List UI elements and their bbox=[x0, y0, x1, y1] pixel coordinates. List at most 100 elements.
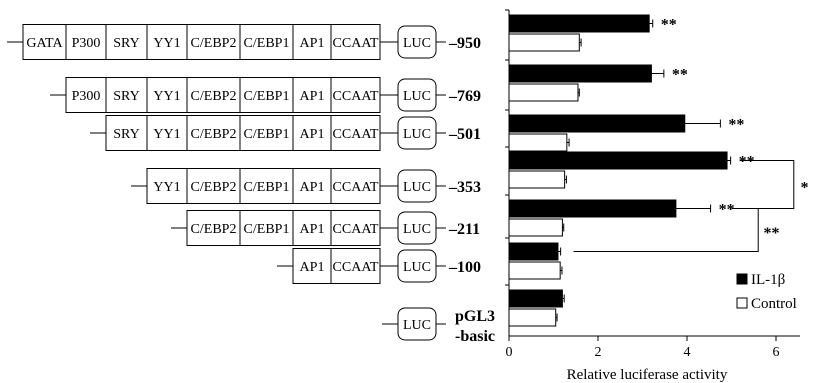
element-label-c-ebp1: C/EBP1 bbox=[244, 36, 290, 51]
element-label-gata: GATA bbox=[26, 36, 63, 51]
element-label-p300: P300 bbox=[72, 36, 101, 51]
x-tick-label: 2 bbox=[595, 345, 602, 360]
significance-marker: ** bbox=[739, 154, 755, 171]
element-label-c-ebp1: C/EBP1 bbox=[244, 127, 290, 142]
element-label-ap1: AP1 bbox=[300, 89, 325, 104]
construct-row: AP1 CCAAT LUC –100 bbox=[277, 248, 481, 284]
element-label-ap1: AP1 bbox=[300, 260, 325, 275]
element-label-ccaat: CCAAT bbox=[333, 180, 379, 195]
x-axis-title: Relative luciferase activity bbox=[567, 367, 728, 383]
element-box bbox=[186, 210, 241, 246]
element-label-yy1: YY1 bbox=[153, 36, 180, 51]
construct-label: –501 bbox=[448, 126, 481, 143]
element-label-sry: SRY bbox=[113, 127, 139, 142]
significance-marker: ** bbox=[672, 67, 688, 84]
element-label-c-ebp2: C/EBP2 bbox=[191, 89, 237, 104]
bar-il-1 bbox=[508, 114, 686, 133]
comparison-bracket bbox=[731, 160, 795, 209]
element-box bbox=[186, 168, 241, 204]
legend: IL-1β Control bbox=[736, 272, 797, 312]
legend-label-control: Control bbox=[751, 296, 797, 312]
element-label-yy1: YY1 bbox=[153, 180, 180, 195]
element-box bbox=[105, 115, 148, 151]
legend-swatch-control bbox=[736, 297, 748, 309]
element-label-yy1: YY1 bbox=[153, 89, 180, 104]
element-label-ap1: AP1 bbox=[300, 36, 325, 51]
element-label-c-ebp2: C/EBP2 bbox=[191, 222, 237, 237]
element-label-ccaat: CCAAT bbox=[333, 222, 379, 237]
element-label-c-ebp1: C/EBP1 bbox=[244, 222, 290, 237]
construct-label: –353 bbox=[448, 179, 481, 196]
construct-row: SRY YY1 C/EBP2 C/EBP1 AP1 CCAAT LUC –501 bbox=[90, 115, 481, 151]
luc-label: LUC bbox=[403, 89, 431, 104]
element-box bbox=[65, 77, 107, 113]
element-label-p300: P300 bbox=[72, 89, 101, 104]
construct-row: C/EBP2 C/EBP1 AP1 CCAAT LUC –211 bbox=[171, 210, 480, 246]
element-box bbox=[239, 210, 294, 246]
element-label-ccaat: CCAAT bbox=[333, 36, 379, 51]
element-box bbox=[105, 24, 148, 60]
construct-label-line1: pGL3 bbox=[455, 308, 495, 325]
element-box bbox=[292, 115, 332, 151]
construct-label: –211 bbox=[448, 221, 480, 238]
bar-control bbox=[508, 261, 561, 280]
construct-label: –950 bbox=[448, 35, 481, 52]
element-label-c-ebp2: C/EBP2 bbox=[191, 180, 237, 195]
bar-il-1 bbox=[508, 64, 652, 83]
construct-row: YY1 C/EBP2 C/EBP1 AP1 CCAAT LUC –353 bbox=[131, 168, 481, 204]
element-box bbox=[292, 77, 332, 113]
element-box bbox=[292, 210, 332, 246]
element-label-c-ebp1: C/EBP1 bbox=[244, 180, 290, 195]
element-label-c-ebp2: C/EBP2 bbox=[191, 127, 237, 142]
x-tick-label: 6 bbox=[773, 345, 780, 360]
comparison-bracket bbox=[573, 208, 759, 252]
x-tick-label: 4 bbox=[684, 345, 691, 360]
element-box bbox=[146, 77, 188, 113]
bar-il-1 bbox=[508, 289, 563, 308]
bar-il-1 bbox=[508, 242, 559, 261]
promoter-constructs: GATA P300 SRY YY1 C/EBP2 C/EBP1 AP1 CCAAT LUC –95… bbox=[7, 24, 495, 345]
significance-marker: ** bbox=[661, 17, 677, 34]
bar-il-1 bbox=[508, 151, 728, 170]
element-box bbox=[239, 168, 294, 204]
element-label-ccaat: CCAAT bbox=[333, 127, 379, 142]
construct-row: GATA P300 SRY YY1 C/EBP2 C/EBP1 AP1 CCAAT LUC –95… bbox=[7, 24, 481, 60]
bar-control bbox=[508, 218, 563, 237]
element-box bbox=[65, 24, 107, 60]
luc-label: LUC bbox=[403, 180, 431, 195]
element-label-ap1: AP1 bbox=[300, 222, 325, 237]
element-label-sry: SRY bbox=[113, 89, 139, 104]
luc-label: LUC bbox=[403, 222, 431, 237]
significance-marker: ** bbox=[728, 117, 744, 134]
element-box bbox=[330, 168, 381, 204]
bar-control bbox=[508, 33, 580, 52]
construct-label-line2: -basic bbox=[455, 328, 495, 345]
element-label-sry: SRY bbox=[113, 36, 139, 51]
construct-row: P300 SRY YY1 C/EBP2 C/EBP1 AP1 CCAAT LUC –769 bbox=[50, 77, 481, 113]
bar-il-1 bbox=[508, 199, 677, 218]
element-box bbox=[239, 24, 294, 60]
bar-control bbox=[508, 83, 579, 102]
x-tick-label: 0 bbox=[506, 345, 513, 360]
bar-control bbox=[508, 170, 566, 189]
element-box bbox=[146, 115, 188, 151]
significance-marker: ** bbox=[719, 202, 735, 219]
luc-label: LUC bbox=[403, 260, 431, 275]
comparison-label: * bbox=[800, 180, 808, 197]
element-box bbox=[186, 115, 241, 151]
comparison-label: ** bbox=[764, 225, 780, 242]
element-label-ap1: AP1 bbox=[300, 127, 325, 142]
element-box bbox=[239, 77, 294, 113]
bar-control bbox=[508, 308, 557, 327]
bar-control bbox=[508, 133, 568, 152]
legend-label-il-1: IL-1β bbox=[751, 272, 785, 288]
element-box bbox=[239, 115, 294, 151]
element-label-c-ebp1: C/EBP1 bbox=[244, 89, 290, 104]
construct-label: –769 bbox=[448, 88, 481, 105]
bar-il-1 bbox=[508, 14, 650, 33]
element-label-yy1: YY1 bbox=[153, 127, 180, 142]
luc-label: LUC bbox=[403, 318, 431, 333]
element-label-ap1: AP1 bbox=[300, 180, 325, 195]
